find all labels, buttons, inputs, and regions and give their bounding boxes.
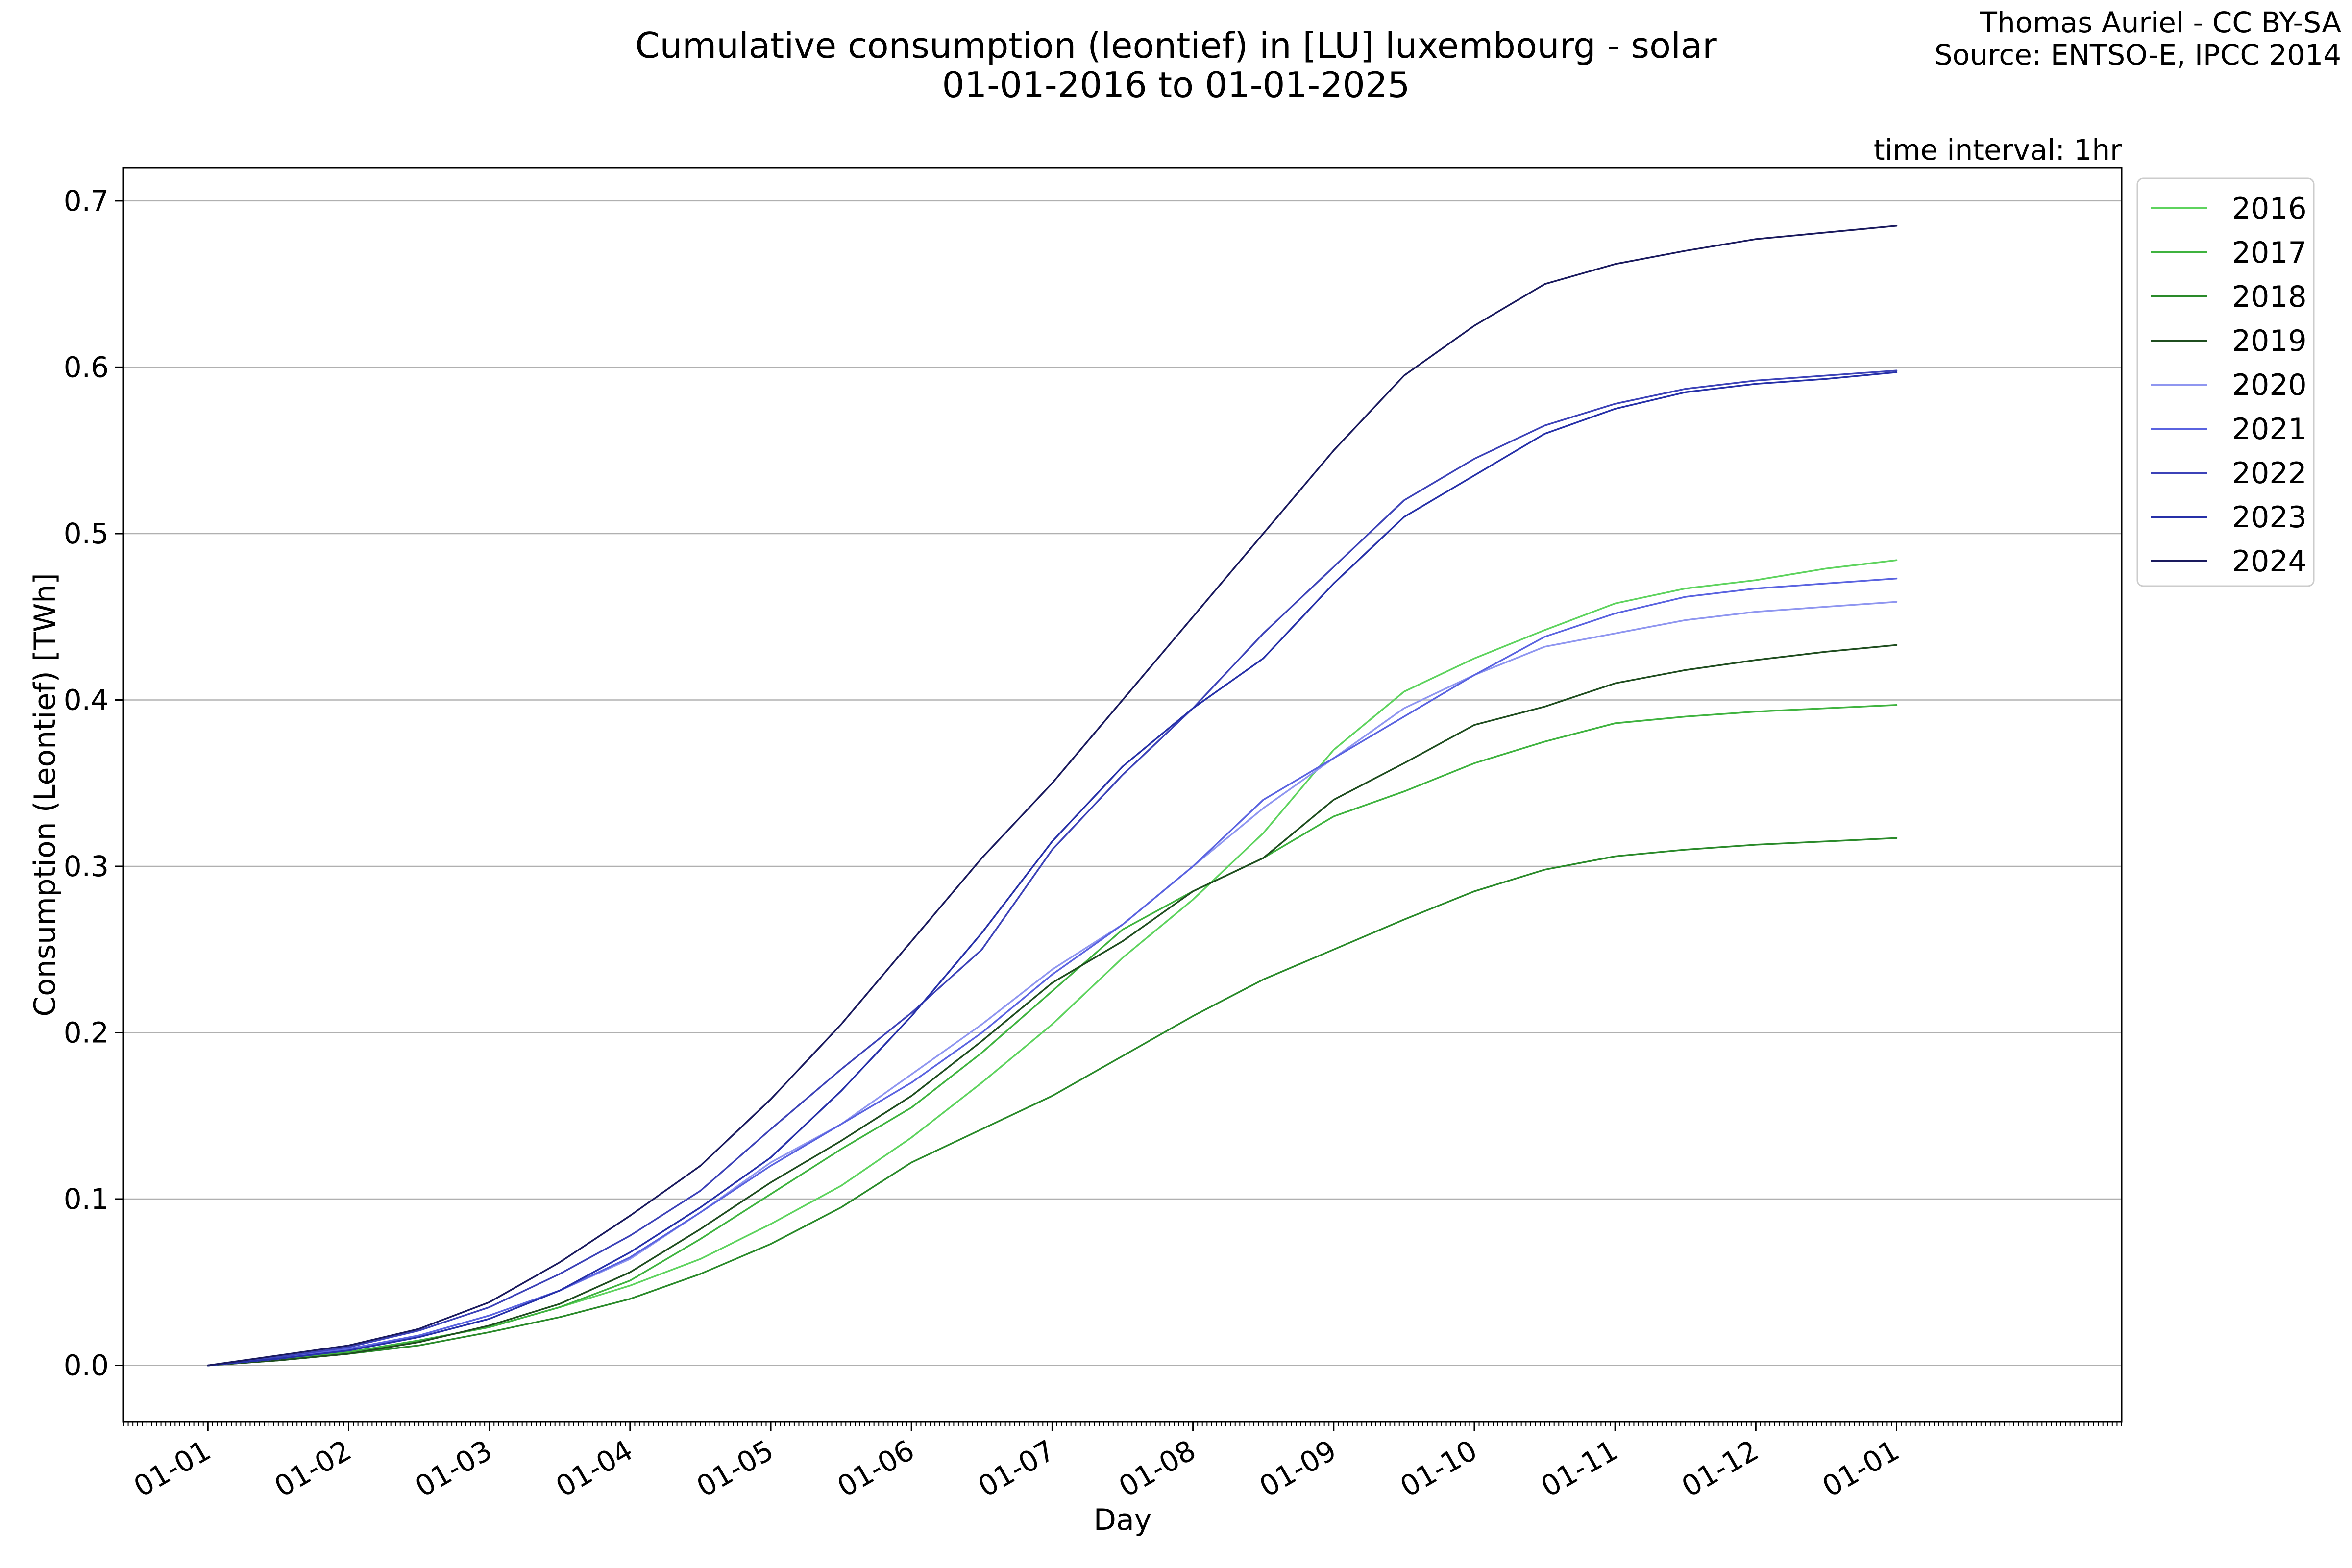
x-tick-label: 01-06 <box>832 1433 920 1503</box>
plot-frame <box>122 167 2123 1423</box>
x-tick-label: 01-02 <box>269 1433 357 1503</box>
series-line-2022 <box>207 369 1898 1367</box>
legend-label-2022: 2022 <box>2232 456 2307 490</box>
series-line-2024 <box>207 225 1898 1367</box>
series-line-2021 <box>207 577 1898 1367</box>
axes: 0.0 0.1 0.2 0.3 0.4 0.5 0.6 0.7 01-01 01-02 01-03 0… <box>64 184 2122 1503</box>
x-tick-label: 01-04 <box>550 1433 638 1503</box>
y-tick-label: 0.4 <box>64 683 109 716</box>
legend-label-2020: 2020 <box>2232 368 2307 402</box>
x-tick-label: 01-10 <box>1395 1433 1483 1503</box>
y-axis-label: Consumption (Leontief) [TWh] <box>28 573 62 1016</box>
x-axis-label: Day <box>1094 1503 1152 1537</box>
series-line-2019 <box>207 644 1898 1367</box>
credit-source: Source: ENTSO-E, IPCC 2014 <box>1935 38 2341 72</box>
legend-label-2018: 2018 <box>2232 280 2307 314</box>
x-tick-label: 01-05 <box>691 1433 779 1503</box>
legend-label-2021: 2021 <box>2232 412 2307 446</box>
legend: 2016 2017 2018 2019 2020 2021 2022 2023 2024 <box>2136 177 2315 587</box>
legend-label-2017: 2017 <box>2232 236 2307 270</box>
x-tick-label: 01-03 <box>410 1433 498 1503</box>
chart-title: Cumulative consumption (leontief) in [LU… <box>635 25 1717 66</box>
legend-frame <box>2136 177 2315 587</box>
y-tick-label: 0.0 <box>64 1349 109 1382</box>
legend-label-2016: 2016 <box>2232 192 2307 226</box>
y-tick-label: 0.6 <box>64 350 109 384</box>
x-tick-label: 01-09 <box>1254 1433 1342 1503</box>
x-tick-label: 01-08 <box>1113 1433 1201 1503</box>
time-interval-annotation: time interval: 1hr <box>1874 133 2122 167</box>
series-line-2023 <box>207 371 1898 1367</box>
y-tick-label: 0.1 <box>64 1182 109 1216</box>
series-line-2017 <box>207 704 1898 1367</box>
legend-label-2024: 2024 <box>2232 544 2307 579</box>
y-tick-label: 0.2 <box>64 1016 109 1050</box>
x-tick-label: 01-07 <box>972 1433 1060 1503</box>
chart-subtitle: 01-01-2016 to 01-01-2025 <box>942 64 1410 105</box>
y-tick-label: 0.7 <box>64 184 109 218</box>
series-line-2018 <box>207 837 1898 1367</box>
series-lines <box>207 225 1898 1367</box>
series-line-2016 <box>207 559 1898 1367</box>
legend-label-2023: 2023 <box>2232 500 2307 535</box>
x-tick-label: 01-11 <box>1535 1433 1623 1503</box>
x-tick-label: 01-01 <box>1817 1433 1905 1503</box>
y-tick-label: 0.5 <box>64 517 109 550</box>
x-tick-label: 01-01 <box>128 1433 216 1503</box>
credit-author: Thomas Auriel - CC BY-SA <box>1980 6 2342 39</box>
y-tick-label: 0.3 <box>64 850 109 883</box>
legend-label-2019: 2019 <box>2232 324 2307 358</box>
x-tick-label: 01-12 <box>1676 1433 1764 1503</box>
